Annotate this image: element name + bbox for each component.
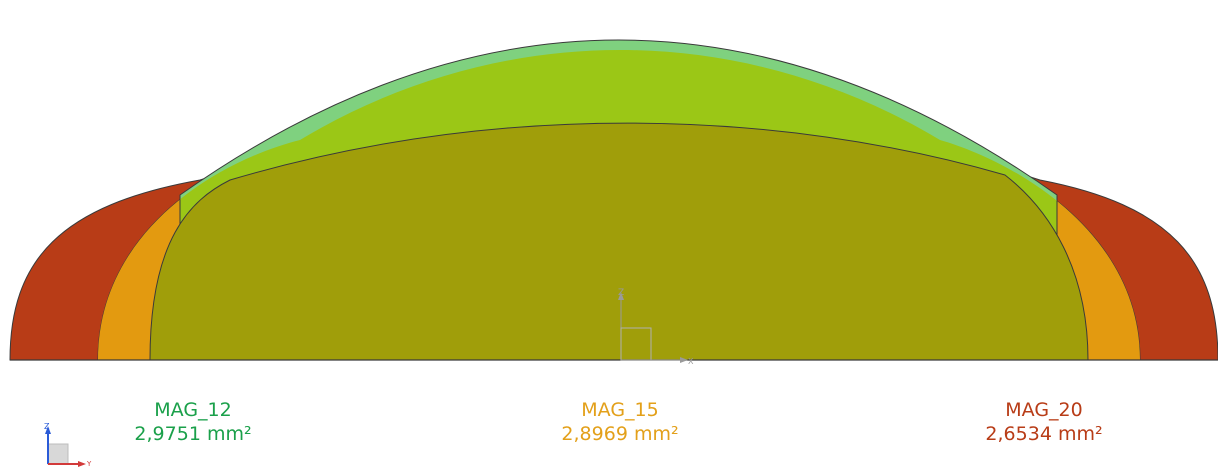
label-mag-15-name: MAG_15 <box>581 399 659 421</box>
z-axis-label: Z <box>618 288 624 298</box>
axis-triad-corner: Z Y <box>44 422 92 467</box>
x-axis-arrow-icon <box>680 357 688 363</box>
corner-z-arrow-icon <box>45 426 51 434</box>
label-mag-12-name: MAG_12 <box>154 399 232 421</box>
overlap-all-three-region <box>149 122 1089 360</box>
label-mag-20: MAG_20 2,6534 mm² <box>914 398 1174 446</box>
z-axis-arrow-icon <box>618 292 624 300</box>
label-mag-20-area: 2,6534 mm² <box>985 423 1103 445</box>
label-mag-12-area: 2,9751 mm² <box>134 423 252 445</box>
corner-y-label: Y <box>86 460 92 467</box>
corner-y-arrow-icon <box>78 461 86 467</box>
label-mag-15-area: 2,8969 mm² <box>561 423 679 445</box>
corner-axis-box <box>47 443 69 465</box>
label-mag-15: MAG_15 2,8969 mm² <box>490 398 750 446</box>
axis-triad-center: Z X <box>618 288 694 366</box>
corner-z-label: Z <box>44 422 50 431</box>
label-mag-20-name: MAG_20 <box>1005 399 1083 421</box>
x-axis-label: X <box>688 357 694 366</box>
label-mag-12: MAG_12 2,9751 mm² <box>63 398 323 446</box>
